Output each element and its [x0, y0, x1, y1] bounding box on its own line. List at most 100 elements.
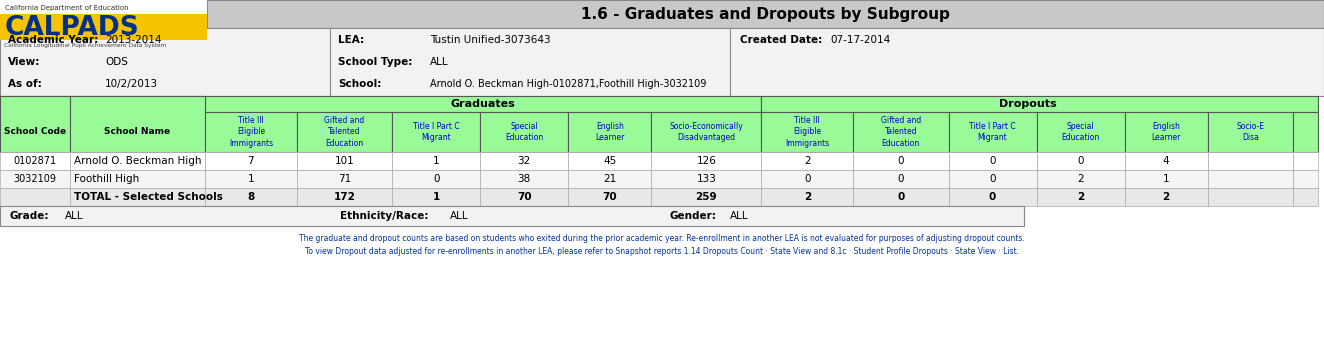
Text: Arnold O. Beckman High-0102871,Foothill High-3032109: Arnold O. Beckman High-0102871,Foothill … — [430, 79, 707, 89]
Bar — [0, 188, 70, 206]
Text: ALL: ALL — [450, 211, 469, 221]
Bar — [568, 188, 651, 206]
Text: School Type:: School Type: — [338, 57, 412, 67]
Text: LEA:: LEA: — [338, 35, 364, 45]
Text: 21: 21 — [604, 174, 617, 184]
Text: 0: 0 — [898, 156, 904, 166]
Text: 2: 2 — [804, 192, 810, 202]
Text: 0: 0 — [989, 156, 996, 166]
Text: Created Date:: Created Date: — [740, 35, 822, 45]
Text: English
Learner: English Learner — [1152, 122, 1181, 142]
Text: 259: 259 — [695, 192, 718, 202]
Text: English
Learner: English Learner — [594, 122, 625, 142]
Text: Foothill High: Foothill High — [74, 174, 139, 184]
Bar — [761, 170, 853, 188]
Text: 0102871: 0102871 — [13, 156, 57, 166]
Bar — [761, 188, 853, 206]
Bar — [392, 112, 481, 152]
Bar — [70, 188, 205, 206]
Text: Tustin Unified-3073643: Tustin Unified-3073643 — [430, 35, 551, 45]
Text: As of:: As of: — [8, 79, 42, 89]
Text: Title I Part C
Migrant: Title I Part C Migrant — [969, 122, 1016, 142]
Text: Ethnicity/Race:: Ethnicity/Race: — [340, 211, 429, 221]
Text: The graduate and dropout counts are based on students who exited during the prio: The graduate and dropout counts are base… — [299, 234, 1025, 243]
Bar — [0, 206, 1023, 226]
Bar — [205, 188, 297, 206]
Bar — [205, 112, 297, 152]
Text: 0: 0 — [433, 174, 440, 184]
Text: Gifted and
Talented
Education: Gifted and Talented Education — [880, 116, 922, 148]
Bar — [205, 152, 297, 170]
Bar — [948, 188, 1037, 206]
Bar — [1124, 112, 1207, 152]
Text: School Name: School Name — [105, 127, 171, 137]
Bar — [651, 170, 761, 188]
Text: 71: 71 — [338, 174, 351, 184]
Text: 07-17-2014: 07-17-2014 — [830, 35, 890, 45]
Bar — [0, 28, 330, 96]
Bar — [1294, 152, 1319, 170]
Bar — [651, 152, 761, 170]
Text: 1: 1 — [433, 156, 440, 166]
Text: 70: 70 — [602, 192, 617, 202]
Text: Gender:: Gender: — [670, 211, 716, 221]
Bar — [568, 152, 651, 170]
Text: 38: 38 — [518, 174, 531, 184]
Bar — [761, 112, 853, 152]
Text: To view Dropout data adjusted for re-enrollments in another LEA, please refer to: To view Dropout data adjusted for re-enr… — [305, 247, 1019, 256]
Bar — [330, 28, 730, 96]
Text: California Longitudinal Pupil Achievement Data System: California Longitudinal Pupil Achievemen… — [4, 43, 167, 48]
Bar — [481, 170, 568, 188]
Bar — [853, 188, 948, 206]
Text: California Department of Education: California Department of Education — [5, 5, 128, 11]
Text: Title III
Eligible
Immigrants: Title III Eligible Immigrants — [785, 116, 829, 148]
Text: Socio-E
Disa: Socio-E Disa — [1237, 122, 1264, 142]
Text: Title III
Eligible
Immigrants: Title III Eligible Immigrants — [229, 116, 273, 148]
Bar — [481, 112, 568, 152]
Text: 0: 0 — [989, 174, 996, 184]
Text: 133: 133 — [696, 174, 716, 184]
Bar — [481, 188, 568, 206]
Text: Academic Year:: Academic Year: — [8, 35, 98, 45]
Text: 0: 0 — [804, 174, 810, 184]
Bar — [1037, 112, 1124, 152]
Bar — [297, 152, 392, 170]
Bar — [297, 188, 392, 206]
Text: School Code: School Code — [4, 127, 66, 137]
Bar — [0, 96, 70, 152]
Bar — [1207, 152, 1294, 170]
Bar — [1124, 188, 1207, 206]
Bar — [761, 152, 853, 170]
Text: Dropouts: Dropouts — [998, 99, 1057, 109]
Bar — [1294, 188, 1319, 206]
Bar — [948, 112, 1037, 152]
Bar — [0, 96, 205, 112]
Bar — [761, 96, 1319, 112]
Text: 172: 172 — [334, 192, 355, 202]
Text: 0: 0 — [1078, 156, 1084, 166]
Text: 2: 2 — [1076, 192, 1084, 202]
Text: Arnold O. Beckman High: Arnold O. Beckman High — [74, 156, 201, 166]
Text: ALL: ALL — [730, 211, 748, 221]
Text: Special
Education: Special Education — [504, 122, 543, 142]
Bar — [948, 152, 1037, 170]
Bar — [70, 96, 205, 152]
Text: TOTAL - Selected Schools: TOTAL - Selected Schools — [74, 192, 222, 202]
Bar — [481, 152, 568, 170]
Bar — [1207, 170, 1294, 188]
Bar — [0, 152, 70, 170]
Text: ALL: ALL — [65, 211, 83, 221]
Text: 0: 0 — [898, 192, 904, 202]
Bar — [1037, 170, 1124, 188]
Text: ALL: ALL — [430, 57, 449, 67]
Bar — [1037, 152, 1124, 170]
Text: Grade:: Grade: — [11, 211, 49, 221]
Bar — [730, 28, 1324, 96]
Bar — [1124, 152, 1207, 170]
Bar — [70, 170, 205, 188]
Text: 32: 32 — [518, 156, 531, 166]
Text: Gifted and
Talented
Education: Gifted and Talented Education — [324, 116, 364, 148]
Text: 4: 4 — [1162, 156, 1169, 166]
Bar — [1294, 112, 1319, 152]
Text: CALPADS: CALPADS — [5, 15, 140, 41]
